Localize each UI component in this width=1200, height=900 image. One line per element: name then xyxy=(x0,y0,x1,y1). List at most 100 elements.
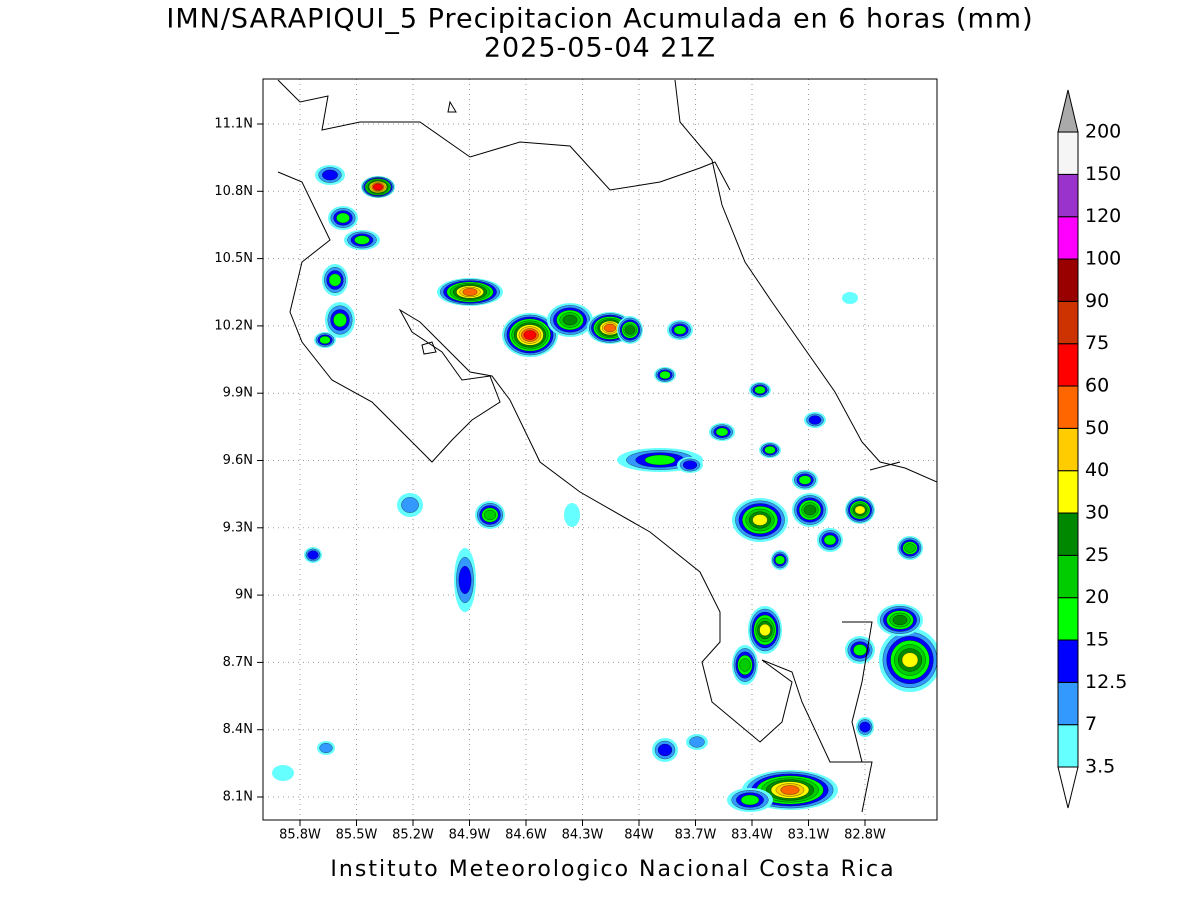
lat-label: 9.9N xyxy=(223,386,253,401)
rain-contour xyxy=(892,614,908,626)
lat-label: 8.1N xyxy=(223,790,253,805)
lon-label: 84W xyxy=(624,828,654,843)
colorbar-box xyxy=(1057,470,1079,514)
lon-label: 84.9W xyxy=(449,828,491,843)
lon-label: 83.1W xyxy=(788,828,830,843)
colorbar-box xyxy=(1057,427,1079,472)
rain-contour xyxy=(328,273,342,287)
colorbar-box xyxy=(1057,554,1079,599)
rain-contour xyxy=(673,325,687,335)
lon-label: 85.2W xyxy=(392,828,434,843)
colorbar-label: 12.5 xyxy=(1085,671,1127,693)
rain-contour xyxy=(798,475,812,485)
colorbar-box xyxy=(1057,681,1079,726)
map-title: IMN/SARAPIQUI_5 Precipitacion Acumulada … xyxy=(166,4,1033,35)
lat-label: 8.4N xyxy=(223,722,253,737)
colorbar-box xyxy=(1057,597,1079,641)
rain-contour xyxy=(307,550,319,560)
rain-contour xyxy=(854,505,866,515)
rain-contour xyxy=(483,509,497,521)
island xyxy=(421,100,457,355)
rain-contour xyxy=(319,743,333,753)
lon-label: 82.8W xyxy=(844,828,886,843)
caribbean-coast xyxy=(674,79,937,483)
colorbar-box xyxy=(1057,216,1079,260)
colorbar-over xyxy=(1057,89,1079,133)
lat-label: 8.7N xyxy=(223,655,253,670)
border xyxy=(842,461,901,763)
lat-label: 9.6N xyxy=(223,453,253,468)
map-subtitle: 2025-05-04 21Z xyxy=(484,33,716,64)
rain-contour xyxy=(740,794,760,806)
rain-contour xyxy=(644,454,676,466)
rain-contour xyxy=(764,446,776,454)
rain-contour xyxy=(780,785,800,795)
lake-shore xyxy=(277,79,731,191)
colorbar-label: 15 xyxy=(1085,629,1109,651)
colorbar-label: 150 xyxy=(1085,163,1121,185)
colorbar-label: 120 xyxy=(1085,205,1121,227)
rain-contour xyxy=(803,504,817,516)
lon-label: 84.6W xyxy=(505,828,547,843)
rain-contour xyxy=(354,235,370,245)
rain-contour xyxy=(739,658,751,672)
rain-contour xyxy=(853,644,867,656)
lat-label: 10.5N xyxy=(214,251,253,266)
rain-contour xyxy=(659,371,671,379)
colorbar-label: 7 xyxy=(1085,713,1097,735)
lon-label: 85.5W xyxy=(336,828,378,843)
rain-contour xyxy=(462,288,478,296)
pacific-coast xyxy=(277,171,873,813)
rain-contour xyxy=(715,427,729,437)
rain-contour xyxy=(689,736,705,748)
rain-contour xyxy=(523,330,537,340)
colorbar-label: 75 xyxy=(1085,332,1109,354)
colorbar-label: 30 xyxy=(1085,502,1109,524)
rain-contour xyxy=(759,623,771,637)
lat-label: 11.1N xyxy=(214,117,253,132)
colorbar-label: 40 xyxy=(1085,459,1109,481)
precipitation-field xyxy=(272,165,937,812)
rain-contour xyxy=(564,503,580,527)
rain-contour xyxy=(775,555,785,565)
rain-contour xyxy=(333,313,347,327)
colorbar: 3.5 7 12.5 15 20 25 30 40 50 60 75 90 100 120 150 200 xyxy=(1057,89,1127,809)
footer: Instituto Meteorologico Nacional Costa R… xyxy=(330,857,895,882)
lon-label: 84.3W xyxy=(562,828,604,843)
rain-contour xyxy=(562,314,578,326)
colorbar-label: 90 xyxy=(1085,290,1109,312)
rain-contour xyxy=(458,566,472,594)
rain-contour xyxy=(272,765,294,781)
lon-label: 85.8W xyxy=(279,828,321,843)
colorbar-label: 60 xyxy=(1085,375,1109,397)
rain-contour xyxy=(823,534,837,546)
lon-label: 83.4W xyxy=(731,828,773,843)
graticule: 11.1N 10.8N 10.5N 10.2N 9.9N 9.6N 9.3N 9N 8.7N 8.… xyxy=(214,79,937,843)
lat-label: 10.2N xyxy=(214,318,253,333)
rain-contour xyxy=(752,514,768,526)
colorbar-label: 25 xyxy=(1085,544,1109,566)
rain-contour xyxy=(904,543,916,553)
colorbar-under xyxy=(1057,766,1079,809)
colorbar-box xyxy=(1057,131,1079,175)
colorbar-label: 20 xyxy=(1085,586,1109,608)
coastlines xyxy=(277,79,937,813)
rain-contour xyxy=(682,460,698,470)
rain-contour xyxy=(624,325,636,335)
colorbar-label: 3.5 xyxy=(1085,756,1115,778)
colorbar-box xyxy=(1057,258,1079,302)
colorbar-box xyxy=(1057,724,1079,768)
rain-contour xyxy=(373,183,383,191)
colorbar-box xyxy=(1057,300,1079,345)
rain-contour xyxy=(401,497,419,513)
colorbar-box xyxy=(1057,173,1079,218)
colorbar-box xyxy=(1057,639,1079,683)
colorbar-box xyxy=(1057,385,1079,429)
rain-contour xyxy=(319,336,331,344)
rain-contour xyxy=(859,721,871,733)
rain-contour xyxy=(604,323,616,333)
colorbar-box xyxy=(1057,512,1079,556)
rain-contour xyxy=(901,652,919,668)
rain-contour xyxy=(808,415,822,425)
lat-label: 9N xyxy=(235,588,253,603)
